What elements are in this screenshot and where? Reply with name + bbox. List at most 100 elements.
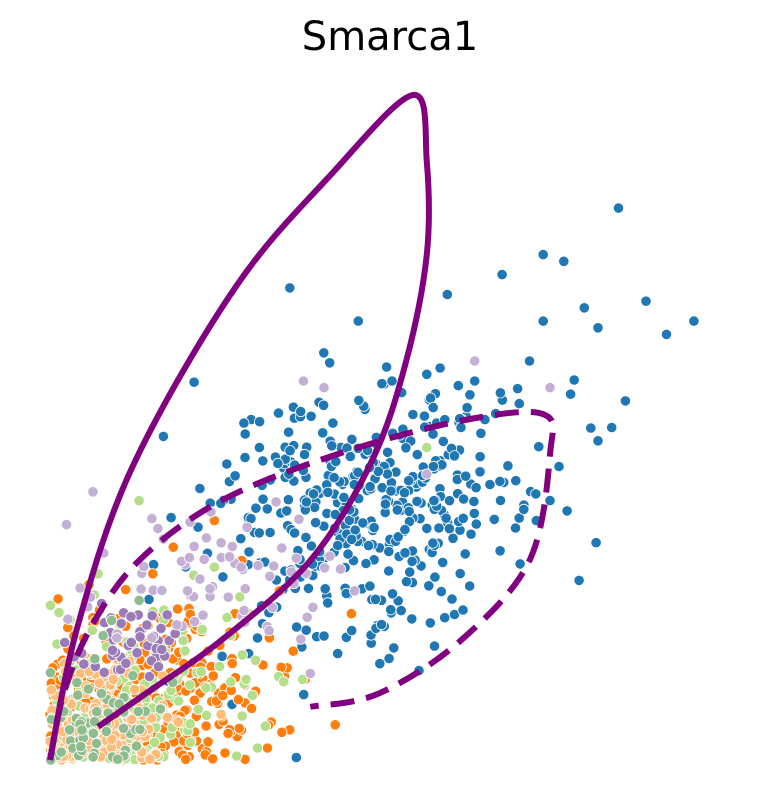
scatter-point-series-5 <box>111 632 123 644</box>
scatter-point-series-0 <box>510 475 522 487</box>
scatter-point-series-0 <box>441 288 453 301</box>
scatter-point-series-0 <box>428 495 440 507</box>
scatter-point-series-1 <box>202 736 214 748</box>
scatter-point-series-0 <box>434 362 446 374</box>
scatter-point-series-0 <box>309 516 322 529</box>
scatter-point-series-5 <box>266 601 279 614</box>
scatter-point-series-3 <box>93 677 105 689</box>
scatter-point-series-2 <box>192 703 204 716</box>
scatter-point-series-5 <box>60 518 73 531</box>
scatter-point-series-1 <box>147 568 159 580</box>
scatter-point-series-3 <box>126 713 138 726</box>
scatter-point-series-0 <box>418 410 430 422</box>
scatter-point-series-6 <box>75 740 87 753</box>
scatter-point-series-5 <box>295 633 307 645</box>
scatter-point-series-0 <box>496 268 508 281</box>
scatter-point-series-2 <box>240 673 252 686</box>
scatter-point-series-0 <box>257 455 269 467</box>
scatter-point-series-6 <box>112 753 124 765</box>
scatter-point-series-0 <box>386 588 399 600</box>
scatter-point-series-0 <box>544 494 556 507</box>
scatter-point-series-0 <box>338 491 350 503</box>
scatter-point-series-4 <box>156 643 168 656</box>
scatter-point-series-0 <box>148 558 160 571</box>
scatter-point-series-0 <box>216 650 228 662</box>
scatter-point-series-0 <box>298 448 311 461</box>
scatter-point-series-0 <box>362 539 375 552</box>
scatter-point-series-0 <box>250 502 262 514</box>
scatter-point-series-0 <box>509 522 522 534</box>
scatter-point-series-5 <box>324 550 336 562</box>
scatter-point-series-0 <box>346 624 358 637</box>
scatter-point-series-5 <box>189 615 201 628</box>
scatter-point-series-5 <box>239 583 251 595</box>
scatter-point-series-5 <box>270 496 282 508</box>
scatter-point-series-5 <box>276 542 288 554</box>
scatter-point-series-0 <box>592 435 604 447</box>
scatter-point-series-5 <box>62 613 74 625</box>
scatter-point-series-0 <box>590 537 602 549</box>
scatter-point-series-0 <box>494 387 506 399</box>
scatter-point-series-0 <box>460 470 472 482</box>
scatter-point-series-6 <box>44 667 57 679</box>
scatter-point-series-5 <box>334 563 347 575</box>
scatter-point-series-2 <box>196 623 208 636</box>
scatter-point-series-2 <box>179 645 191 657</box>
scatter-point-series-4 <box>120 657 132 669</box>
scatter-point-series-0 <box>537 315 549 327</box>
scatter-point-series-1 <box>287 645 299 657</box>
scatter-point-series-0 <box>443 523 455 535</box>
scatter-point-series-0 <box>443 495 456 507</box>
scatter-point-series-0 <box>317 399 330 411</box>
scatter-point-series-6 <box>91 706 103 718</box>
scatter-point-series-6 <box>95 687 108 700</box>
scatter-point-series-0 <box>518 503 530 515</box>
scatter-point-series-2 <box>234 591 246 603</box>
scatter-point-series-0 <box>423 580 435 592</box>
scatter-point-series-0 <box>192 521 204 533</box>
scatter-point-series-0 <box>429 571 441 583</box>
scatter-point-series-0 <box>346 433 358 445</box>
scatter-point-series-0 <box>488 513 500 526</box>
scatter-point-series-0 <box>295 405 307 418</box>
scatter-point-series-0 <box>369 593 382 605</box>
scatter-point-series-0 <box>281 505 293 517</box>
scatter-point-series-6 <box>90 737 103 750</box>
scatter-point-series-0 <box>353 394 365 406</box>
scatter-point-series-5 <box>181 585 194 597</box>
scatter-point-series-0 <box>406 555 418 568</box>
scatter-point-series-0 <box>327 417 339 429</box>
scatter-point-series-1 <box>219 747 231 759</box>
scatter-point-series-4 <box>115 617 127 630</box>
scatter-point-series-0 <box>344 450 356 463</box>
scatter-point-series-5 <box>238 604 250 617</box>
scatter-point-series-2 <box>195 666 207 678</box>
scatter-point-series-4 <box>143 670 155 683</box>
scatter-point-series-0 <box>514 558 526 570</box>
scatter-point-series-1 <box>200 720 212 732</box>
scatter-point-series-0 <box>452 380 464 392</box>
scatter-point-series-2 <box>184 718 196 730</box>
scatter-point-series-0 <box>411 448 423 461</box>
scatter-point-series-0 <box>475 427 487 439</box>
scatter-point-series-1 <box>167 541 179 553</box>
scatter-point-series-2 <box>246 689 259 701</box>
scatter-point-series-0 <box>239 451 251 464</box>
scatter-point-series-0 <box>411 495 423 507</box>
scatter-point-series-0 <box>469 375 481 387</box>
scatter-point-series-0 <box>165 511 177 524</box>
scatter-point-series-0 <box>300 531 312 544</box>
scatter-point-series-6 <box>132 705 144 718</box>
scatter-point-series-0 <box>322 486 334 498</box>
scatter-point-series-0 <box>502 460 514 472</box>
scatter-point-series-0 <box>465 528 477 540</box>
scatter-point-series-0 <box>437 435 449 447</box>
scatter-point-series-0 <box>257 493 269 505</box>
scatter-point-series-1 <box>233 722 245 735</box>
scatter-point-series-0 <box>561 505 573 517</box>
scatter-point-series-0 <box>435 585 447 598</box>
scatter-point-series-0 <box>326 440 338 452</box>
scatter-point-series-4 <box>125 611 137 623</box>
scatter-point-series-0 <box>454 567 466 580</box>
scatter-point-series-0 <box>494 494 507 507</box>
